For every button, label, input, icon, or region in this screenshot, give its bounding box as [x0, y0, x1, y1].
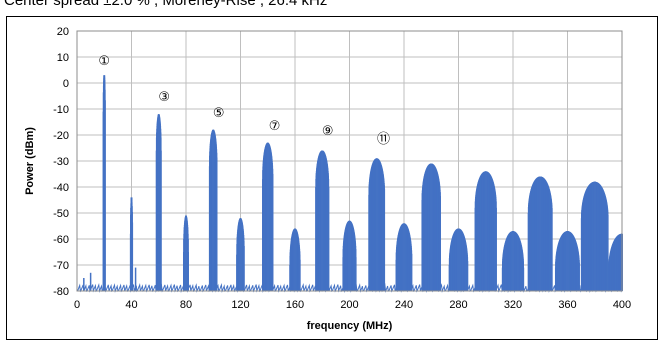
y-tick-label: 10 — [57, 52, 69, 64]
harmonic-peak — [155, 114, 162, 291]
harmonic-peak — [315, 150, 330, 291]
harmonic-peak — [262, 142, 274, 291]
x-tick-label: 240 — [395, 299, 413, 311]
harmonic-peak — [289, 228, 301, 291]
harmonic-peak — [421, 163, 442, 291]
y-axis-title: Power (dBm) — [24, 127, 36, 195]
y-tick-label: 20 — [57, 26, 69, 38]
harmonic-peak — [448, 228, 469, 291]
harmonic-label: ⑨ — [322, 124, 334, 139]
x-tick-label: 40 — [125, 299, 137, 311]
harmonic-label: ⑤ — [213, 106, 225, 121]
harmonic-label: ⑦ — [269, 119, 281, 134]
x-tick-label: 80 — [180, 299, 192, 311]
y-tick-label: -80 — [53, 286, 69, 298]
x-tick-label: 160 — [286, 299, 304, 311]
x-tick-label: 0 — [74, 299, 80, 311]
harmonic-annotations: ① ③ ⑤ ⑦ ⑨ ⑪ — [98, 54, 390, 147]
x-tick-label: 280 — [449, 299, 467, 311]
harmonic-label: ⑪ — [377, 132, 390, 147]
x-tick-label: 400 — [613, 299, 631, 311]
x-tick-label: 320 — [504, 299, 522, 311]
y-tick-label: 0 — [63, 78, 69, 90]
harmonic-peak — [474, 171, 497, 291]
y-tick-label: -60 — [53, 234, 69, 246]
y-tick-label: -20 — [53, 130, 69, 142]
x-tick-label: 120 — [231, 299, 249, 311]
harmonic-peak — [368, 158, 386, 291]
y-tick-label: -10 — [53, 104, 69, 116]
y-tick-label: -50 — [53, 208, 69, 220]
y-tick-label: -40 — [53, 182, 69, 194]
harmonic-peak — [527, 176, 553, 291]
harmonic-label: ① — [98, 54, 110, 69]
y-tick-label: -70 — [53, 260, 69, 272]
chart-caption: Center spread ±2.0 % , Moreney-Rise , 26… — [4, 0, 328, 9]
harmonic-peak — [102, 75, 106, 291]
x-tick-label: 200 — [340, 299, 358, 311]
harmonic-peak — [208, 129, 218, 291]
harmonic-peak — [183, 215, 189, 291]
harmonic-peak — [236, 218, 245, 291]
harmonic-peak — [580, 181, 609, 291]
harmonic-peak — [501, 231, 525, 291]
harmonic-peak — [395, 223, 413, 291]
chart-svg: 0 40 80 120 160 200 240 280 320 360 400 20 10 0 -10 -20… — [24, 26, 631, 332]
harmonic-peak — [342, 220, 357, 291]
chart-frame: 0 40 80 120 160 200 240 280 320 360 400 20 10 0 -10 -20… — [6, 16, 658, 340]
x-tick-label: 360 — [558, 299, 576, 311]
harmonic-peak — [608, 233, 623, 291]
axes: 0 40 80 120 160 200 240 280 320 360 400 20 10 0 -10 -20… — [53, 26, 631, 311]
y-tick-label: -30 — [53, 156, 69, 168]
harmonic-peak — [129, 197, 134, 291]
x-axis-title: frequency (MHz) — [307, 320, 393, 332]
spectrum-series — [76, 75, 623, 293]
harmonic-label: ③ — [158, 90, 170, 105]
harmonic-peak — [554, 231, 580, 291]
plot-area-border — [76, 30, 623, 292]
